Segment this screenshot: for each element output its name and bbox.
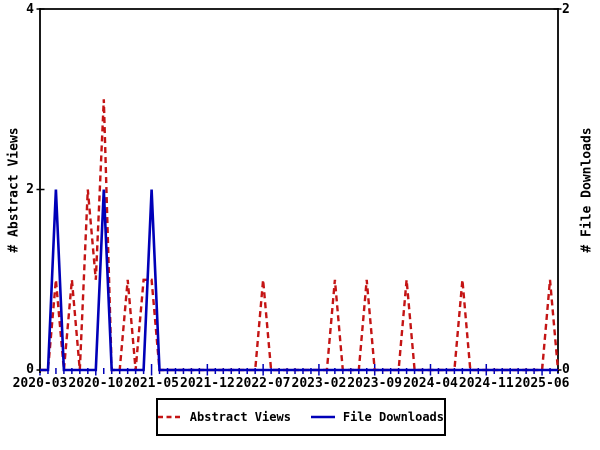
left-axis-tick-4: 4 — [26, 2, 34, 17]
x-tick-label: 2024-04 — [403, 376, 458, 391]
legend: Abstract Views File Downloads — [156, 398, 446, 436]
right-axis-title: # File Downloads — [579, 127, 595, 253]
x-tick-label: 2020-10 — [68, 376, 124, 391]
right-axis-tick-0: 0 — [562, 362, 570, 377]
x-tick-label: 2023-02 — [291, 376, 347, 391]
left-axis-tick-0: 0 — [26, 362, 34, 377]
file-downloads-line — [40, 189, 558, 372]
x-tick-label: 2025-06 — [514, 376, 570, 391]
x-tick-label: 2023-09 — [347, 376, 403, 391]
x-tick-label: 2020-03 — [12, 376, 68, 391]
x-tick-label: 2021-05 — [124, 376, 179, 391]
legend-label-abstract-views: Abstract Views — [189, 410, 291, 424]
x-tick-label: 2024-11 — [458, 376, 514, 391]
left-axis-tick-2: 2 — [26, 182, 34, 197]
x-tick-label: 2022-07 — [235, 376, 291, 391]
abstract-views-line — [40, 99, 560, 372]
legend-label-file-downloads: File Downloads — [342, 410, 444, 424]
file-downloads-line-sample — [311, 415, 335, 419]
x-tick-label: 2021-12 — [179, 376, 235, 391]
right-axis-tick-2: 2 — [562, 2, 570, 17]
abstract-views-line-sample — [158, 415, 182, 419]
